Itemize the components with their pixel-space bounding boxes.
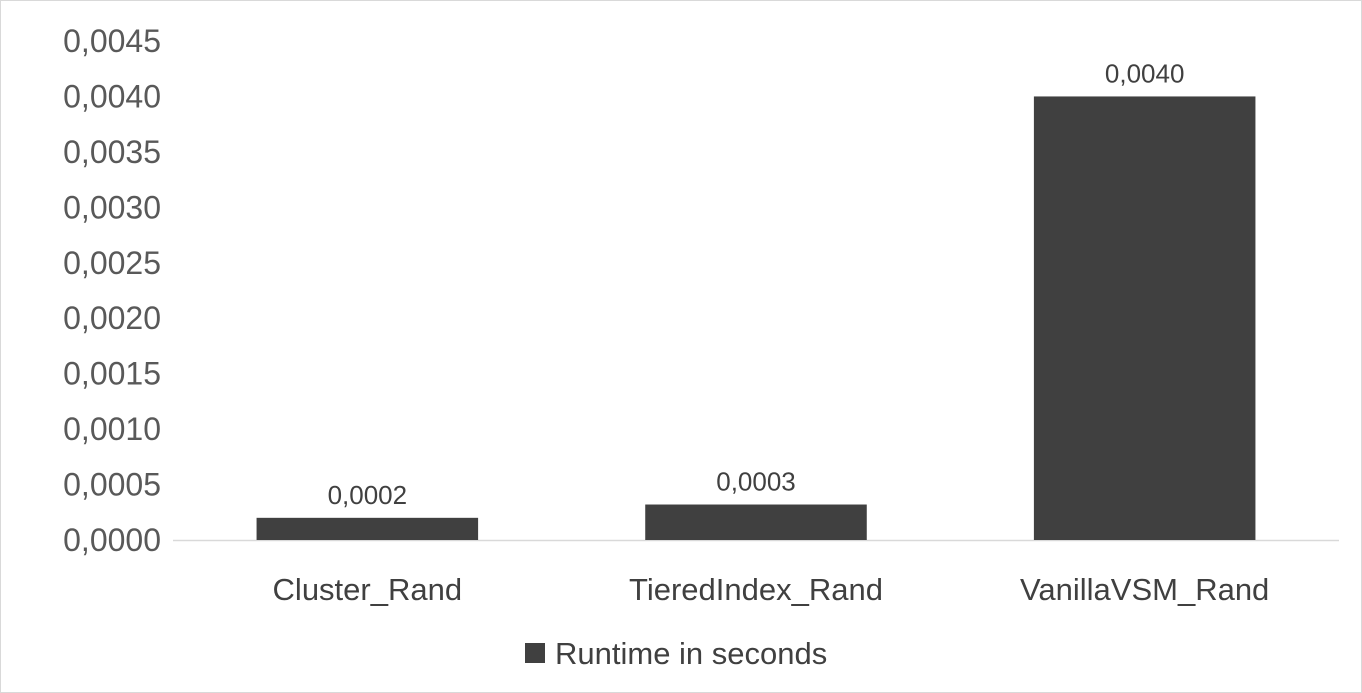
y-tick-label: 0,0045 <box>63 23 161 59</box>
x-axis-tick-labels: Cluster_Rand TieredIndex_Rand VanillaVSM_R… <box>273 572 1270 607</box>
y-tick-label: 0,0010 <box>63 411 161 447</box>
bars-group <box>256 96 1256 540</box>
y-tick-label: 0,0030 <box>63 189 161 225</box>
y-tick-label: 0,0015 <box>63 356 161 392</box>
bar-tieredindex-rand <box>645 504 867 540</box>
legend: Runtime in seconds <box>525 636 827 671</box>
data-label: 0,0003 <box>716 467 796 497</box>
y-tick-label: 0,0020 <box>63 300 161 336</box>
category-label: TieredIndex_Rand <box>629 572 883 607</box>
y-tick-label: 0,0025 <box>63 245 161 281</box>
data-label: 0,0040 <box>1105 58 1185 88</box>
y-tick-label: 0,0000 <box>63 522 161 558</box>
data-labels-group: 0,0002 0,0003 0,0040 <box>328 58 1185 509</box>
y-axis-tick-labels: 0,0000 0,0005 0,0010 0,0015 0,0020 0,0025 0,00… <box>63 23 161 558</box>
bar-cluster-rand <box>256 517 479 540</box>
category-label: Cluster_Rand <box>273 572 463 607</box>
bar-vanillavsm-rand <box>1033 96 1256 540</box>
y-tick-label: 0,0040 <box>63 78 161 114</box>
y-tick-label: 0,0005 <box>63 467 161 503</box>
y-tick-label: 0,0035 <box>63 134 161 170</box>
legend-label: Runtime in seconds <box>555 636 827 671</box>
data-label: 0,0002 <box>328 480 408 510</box>
legend-swatch <box>525 643 545 663</box>
category-label: VanillaVSM_Rand <box>1020 572 1269 607</box>
